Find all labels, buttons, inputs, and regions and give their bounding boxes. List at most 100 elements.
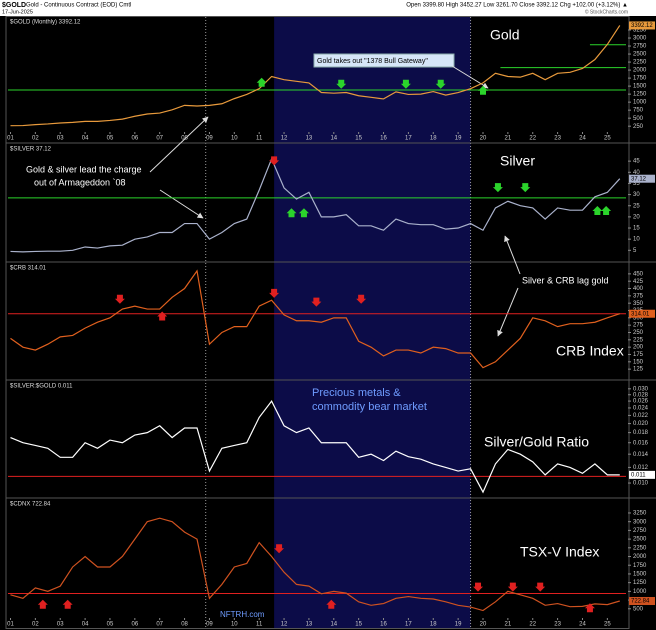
y-tick-label: 0.024: [633, 406, 649, 412]
y-tick-label: 350: [633, 301, 644, 307]
x-tick-label: 19: [455, 622, 462, 628]
signal-arrow: [311, 297, 322, 307]
y-tick-label: 0.014: [633, 452, 649, 458]
signal-arrow: [62, 599, 73, 609]
y-tick-label: 375: [633, 293, 644, 299]
annotation: Silver/Gold Ratio: [484, 434, 589, 450]
callout-box: [313, 53, 455, 68]
panel-frames: [5, 16, 656, 629]
y-tick-label: 200: [633, 345, 644, 351]
annotation-arrow: [497, 287, 519, 337]
signal-arrow: [37, 599, 48, 609]
x-tick-label: 07: [156, 622, 163, 628]
x-tick-label: 01: [7, 136, 14, 142]
y-tick-label: 275: [633, 323, 644, 329]
price-line: [10, 517, 620, 612]
annotation: CRB Index: [556, 343, 624, 359]
x-tick-label: 23: [554, 136, 561, 142]
data-layer: 250 500 750 1000 125 01 500 1750 2000 2250 2500 275…: [7, 20, 655, 628]
signal-arrow: [256, 77, 267, 87]
last-value-box: [629, 21, 655, 30]
panel-label: $CRB 314.01: [10, 266, 47, 272]
annotation: TSX-V Index: [520, 544, 599, 560]
y-tick-label: 2250: [633, 60, 647, 66]
x-tick-label: 20: [480, 622, 487, 628]
y-tick-label: 250: [633, 330, 644, 336]
signal-arrow: [535, 582, 546, 592]
annotation: Precious metals &: [312, 387, 401, 399]
price-line: [10, 25, 621, 127]
annotation: out of Armageddon `08: [34, 177, 126, 187]
x-tick-label: 03: [57, 136, 64, 142]
x-tick-label: 14: [330, 622, 337, 628]
y-tick-label: 0.022: [633, 413, 649, 419]
y-tick-label: 2500: [633, 52, 647, 58]
x-tick-label: 06: [131, 136, 138, 142]
signal-arrow: [286, 208, 297, 218]
annotation: Gold: [490, 27, 520, 43]
x-tick-label: 11: [256, 622, 263, 628]
x-tick-label: 22: [529, 136, 536, 142]
x-tick-label: 01: [7, 622, 14, 628]
y-tick-label: 5: [633, 248, 637, 254]
x-tick-label: 08: [181, 622, 188, 628]
y-tick-label: 125: [633, 367, 644, 373]
x-tick-label: 25: [604, 622, 611, 628]
y-tick-label: 45: [633, 159, 640, 165]
signal-arrow: [507, 582, 518, 592]
x-tick-label: 09: [206, 136, 213, 142]
y-tick-label: 500: [633, 116, 644, 122]
annotation-arrow: [159, 189, 204, 219]
signal-arrow: [601, 205, 612, 215]
y-tick-label: 2000: [633, 68, 647, 74]
y-tick-label: 2500: [633, 537, 647, 543]
last-value-label: 3392.12: [631, 23, 653, 29]
x-tick-label: 10: [231, 622, 238, 628]
y-tick-label: 1750: [633, 76, 647, 82]
quote: Open 3399.80 High 3452.27 Low 3261.70 Cl…: [406, 3, 628, 9]
y-tick-label: 1500: [633, 84, 647, 90]
y-tick-label: 400: [633, 286, 644, 292]
x-tick-label: 21: [505, 136, 512, 142]
annotation: commodity bear market: [312, 401, 427, 413]
y-tick-label: 0.016: [633, 440, 649, 446]
x-tick-label: 15: [355, 136, 362, 142]
y-tick-label: 300: [633, 315, 644, 321]
y-tick-label: 250: [633, 124, 644, 130]
signal-arrow: [269, 288, 280, 298]
last-value-label: 37.12: [631, 176, 647, 182]
signal-arrow: [114, 294, 125, 304]
y-tick-label: 0.018: [633, 430, 649, 436]
y-tick-label: 15: [633, 226, 640, 232]
y-tick-label: 1000: [633, 100, 647, 106]
y-tick-label: 500: [633, 606, 644, 612]
price-line: [10, 269, 620, 369]
y-tick-label: 2250: [633, 545, 647, 551]
callout-arrow: [451, 65, 489, 89]
x-tick-label: 24: [579, 622, 586, 628]
x-tick-label: 05: [107, 622, 114, 628]
annotation-arrow: [504, 235, 521, 275]
signal-arrow: [435, 79, 446, 89]
signal-arrow: [400, 79, 411, 89]
background-layer: [205, 17, 472, 629]
signal-arrow: [592, 205, 603, 215]
x-tick-label: 16: [380, 622, 387, 628]
x-tick-label: 25: [604, 136, 611, 142]
y-tick-label: 35: [633, 181, 640, 187]
shaded-range: [274, 17, 471, 629]
x-tick-label: 20: [480, 136, 487, 142]
y-tick-label: 30: [633, 192, 640, 198]
y-tick-label: 2750: [633, 44, 647, 50]
x-tick-label: 18: [430, 622, 437, 628]
y-tick-label: 750: [633, 108, 644, 114]
y-tick-label: 425: [633, 279, 644, 285]
signal-arrow: [274, 544, 285, 554]
signal-arrow: [336, 79, 347, 89]
annotation: Silver & CRB lag gold: [522, 275, 609, 285]
y-tick-label: 2750: [633, 528, 647, 534]
signal-arrow: [157, 311, 168, 321]
x-tick-label: 22: [529, 622, 536, 628]
x-tick-label: 04: [82, 622, 89, 628]
header-bar: [0, 0, 656, 16]
